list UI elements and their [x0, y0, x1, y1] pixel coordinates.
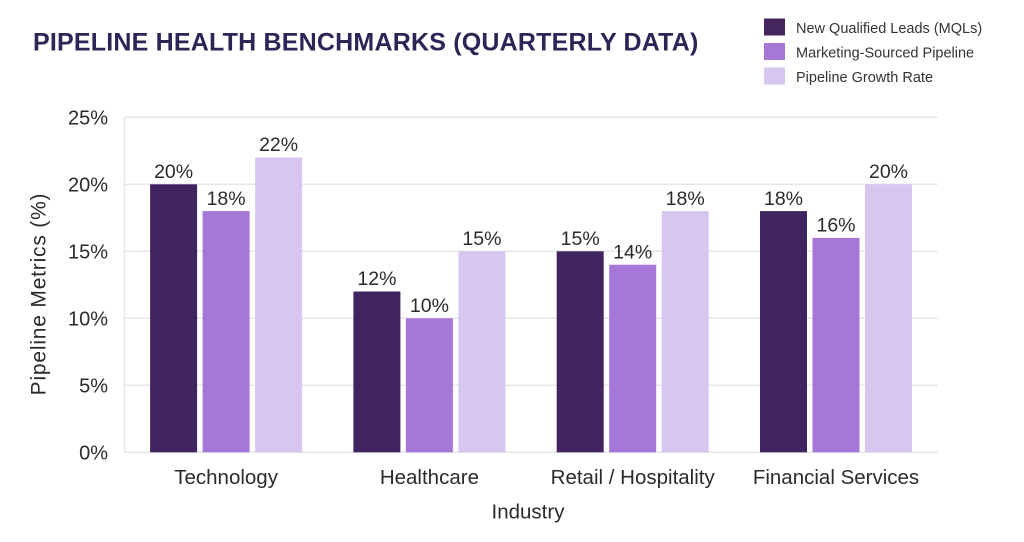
svg-text:15%: 15%: [462, 228, 501, 250]
svg-text:Financial Services: Financial Services: [753, 466, 919, 489]
svg-text:Pipeline Growth Rate: Pipeline Growth Rate: [796, 70, 933, 86]
svg-text:Pipeline Metrics (%): Pipeline Metrics (%): [28, 193, 51, 396]
svg-text:10%: 10%: [410, 295, 449, 317]
svg-text:18%: 18%: [666, 188, 705, 210]
svg-text:10%: 10%: [68, 309, 108, 331]
svg-text:5%: 5%: [79, 376, 108, 398]
svg-text:12%: 12%: [357, 268, 396, 290]
svg-text:20%: 20%: [869, 161, 908, 183]
svg-text:PIPELINE HEALTH BENCHMARKS (QU: PIPELINE HEALTH BENCHMARKS (QUARTERLY DA…: [33, 28, 699, 56]
svg-text:Retail / Hospitality: Retail / Hospitality: [551, 466, 716, 489]
svg-text:0%: 0%: [79, 443, 108, 465]
svg-text:20%: 20%: [68, 175, 108, 197]
svg-text:16%: 16%: [816, 215, 855, 237]
svg-text:20%: 20%: [154, 161, 193, 183]
svg-text:22%: 22%: [259, 134, 298, 156]
svg-text:Technology: Technology: [174, 466, 278, 489]
svg-text:15%: 15%: [68, 242, 108, 264]
svg-text:Industry: Industry: [492, 501, 566, 524]
svg-text:18%: 18%: [764, 188, 803, 210]
svg-text:25%: 25%: [68, 108, 108, 130]
svg-text:Healthcare: Healthcare: [380, 466, 479, 489]
svg-text:14%: 14%: [613, 241, 652, 263]
svg-text:18%: 18%: [207, 188, 246, 210]
svg-text:New Qualified Leads (MQLs): New Qualified Leads (MQLs): [796, 21, 982, 37]
svg-text:15%: 15%: [561, 228, 600, 250]
svg-text:Marketing-Sourced Pipeline: Marketing-Sourced Pipeline: [796, 46, 974, 62]
